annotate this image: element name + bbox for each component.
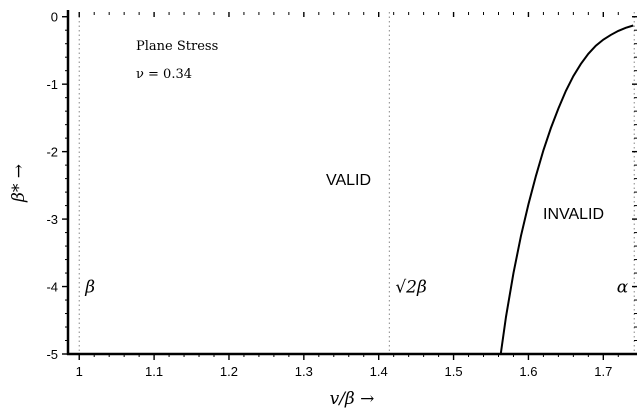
x-tick-label-6: 1.6 (519, 364, 537, 379)
x-axis-title: v/β → (330, 389, 375, 409)
x-tick-label-1: 1.1 (145, 364, 163, 379)
plane-stress-label: Plane Stress (136, 39, 218, 54)
guide-label-2: α (617, 278, 629, 298)
y-tick-label-0: 0 (51, 10, 58, 25)
y-tick-label-4: -4 (46, 280, 58, 295)
x-tick-label-2: 1.2 (220, 364, 238, 379)
x-tick-label-7: 1.7 (594, 364, 612, 379)
y-tick-label-5: -5 (46, 347, 58, 362)
y-axis-title: β* → (9, 164, 29, 203)
x-tick-label-3: 1.3 (295, 364, 313, 379)
y-tick-label-3: -3 (46, 212, 58, 227)
x-tick-label-4: 1.4 (370, 364, 388, 379)
valid-region-label: VALID (326, 172, 371, 189)
series-line-0 (499, 24, 634, 355)
y-tick-label-2: -2 (46, 145, 58, 160)
series-group (499, 24, 634, 355)
x-tick-label-5: 1.5 (445, 364, 463, 379)
y-tick-label-1: -1 (46, 77, 58, 92)
poisson-ratio-label: ν = 0.34 (136, 67, 192, 82)
invalid-region-label: INVALID (543, 206, 604, 223)
guide-lines: β √2β α (78, 12, 635, 354)
guide-label-1: √2β (395, 278, 427, 298)
guide-label-0: β (84, 278, 95, 298)
x-tick-label-0: 1 (76, 364, 83, 379)
